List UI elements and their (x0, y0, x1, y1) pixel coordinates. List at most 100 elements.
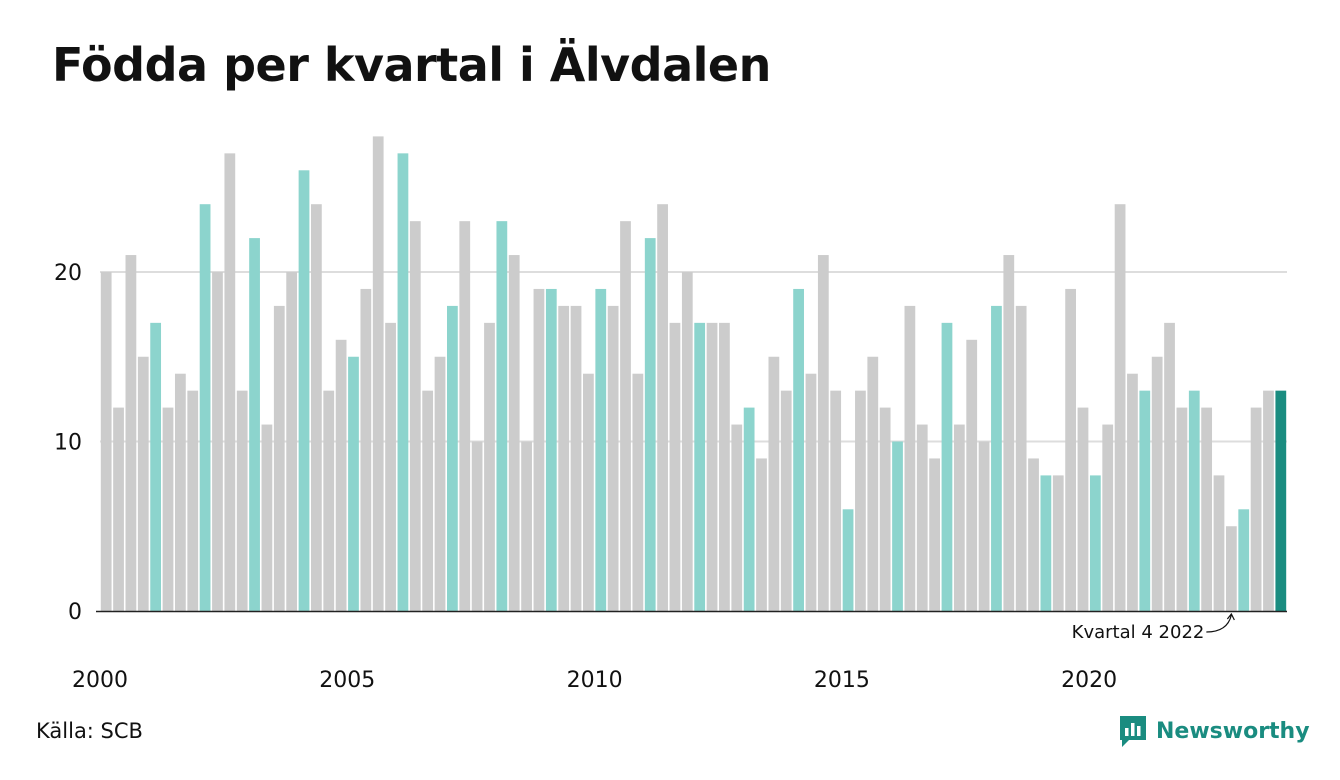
bar (113, 407, 124, 611)
newsworthy-logo-icon (1120, 716, 1146, 747)
bar (793, 288, 804, 611)
bar (1213, 475, 1225, 611)
bar (966, 339, 978, 611)
bar (768, 356, 780, 611)
bar (335, 339, 347, 611)
brand-name: Newsworthy (1156, 718, 1310, 744)
bar (1127, 373, 1138, 611)
bar (1250, 407, 1262, 611)
bar (422, 390, 434, 611)
bar (1028, 458, 1039, 611)
bar (916, 424, 928, 611)
bar (681, 272, 693, 611)
bar (1275, 390, 1287, 611)
bar (249, 238, 260, 611)
bar (385, 322, 396, 611)
bar (187, 390, 199, 611)
bar (199, 204, 211, 611)
brand-logo: Newsworthy (1118, 714, 1310, 748)
bar (521, 441, 532, 611)
bar (1040, 475, 1052, 611)
annotation-arrow (1206, 612, 1235, 633)
bars (100, 136, 1287, 612)
bar (595, 288, 607, 611)
bar (372, 136, 384, 611)
bar (1077, 407, 1089, 611)
x-tick-label: 2000 (72, 668, 128, 693)
x-tick-label: 2020 (1061, 668, 1117, 693)
bar (805, 373, 817, 611)
bar (1263, 390, 1274, 611)
x-tick-label: 2010 (567, 668, 623, 693)
annotation: Kvartal 4 2022 (1072, 612, 1235, 643)
bar (1114, 204, 1126, 611)
bar (1188, 390, 1200, 611)
bar (830, 390, 842, 611)
bar (1015, 305, 1027, 611)
bar (892, 441, 903, 611)
bar (1089, 475, 1101, 611)
gridlines (100, 271, 1287, 443)
bar (817, 255, 829, 612)
bar (669, 322, 681, 611)
bar (570, 305, 582, 611)
bar (1151, 356, 1163, 611)
bar (607, 305, 619, 611)
bar (496, 221, 508, 611)
bar (471, 441, 483, 611)
bar (125, 255, 137, 612)
bar (1238, 509, 1250, 611)
bar (1176, 407, 1188, 611)
bar (583, 373, 594, 611)
bar (286, 272, 298, 611)
bar (644, 238, 656, 611)
bar (620, 221, 631, 611)
bar (212, 272, 223, 611)
bar (533, 288, 545, 611)
bar (953, 424, 965, 611)
bar (323, 390, 335, 611)
bar (694, 322, 706, 611)
bar (508, 255, 520, 612)
bar (174, 373, 186, 611)
bar (780, 390, 792, 611)
bar (867, 356, 879, 611)
annotation-label: Kvartal 4 2022 (1072, 622, 1205, 643)
bar (447, 305, 458, 611)
bar (1164, 322, 1175, 611)
bar (904, 305, 916, 611)
bar (236, 390, 248, 611)
bar (558, 305, 570, 611)
bar (459, 221, 471, 611)
bar (855, 390, 866, 611)
bar (409, 221, 421, 611)
bar (1139, 390, 1151, 611)
bar (434, 356, 446, 611)
y-tick-label: 20 (54, 261, 82, 286)
bar (397, 153, 409, 611)
y-axis-ticks: 0 10 20 (54, 261, 82, 625)
bar (1003, 255, 1015, 612)
bar (1052, 475, 1064, 611)
x-tick-label: 2005 (319, 668, 375, 693)
bar (310, 204, 322, 611)
y-tick-label: 0 (68, 600, 82, 625)
bar (100, 272, 112, 611)
bar (632, 373, 644, 611)
bar (261, 424, 273, 611)
bar (224, 153, 236, 611)
bar (273, 305, 285, 611)
bar (657, 204, 668, 611)
bar (756, 458, 767, 611)
bar (991, 305, 1002, 611)
x-axis-ticks: 2000 2005 2010 2015 2020 (72, 668, 1117, 693)
bar (879, 407, 891, 611)
x-tick-label: 2015 (814, 668, 870, 693)
bar (162, 407, 174, 611)
bar (929, 458, 940, 611)
bar (706, 322, 718, 611)
bar (1201, 407, 1213, 611)
bar (1102, 424, 1114, 611)
bar (941, 322, 953, 611)
